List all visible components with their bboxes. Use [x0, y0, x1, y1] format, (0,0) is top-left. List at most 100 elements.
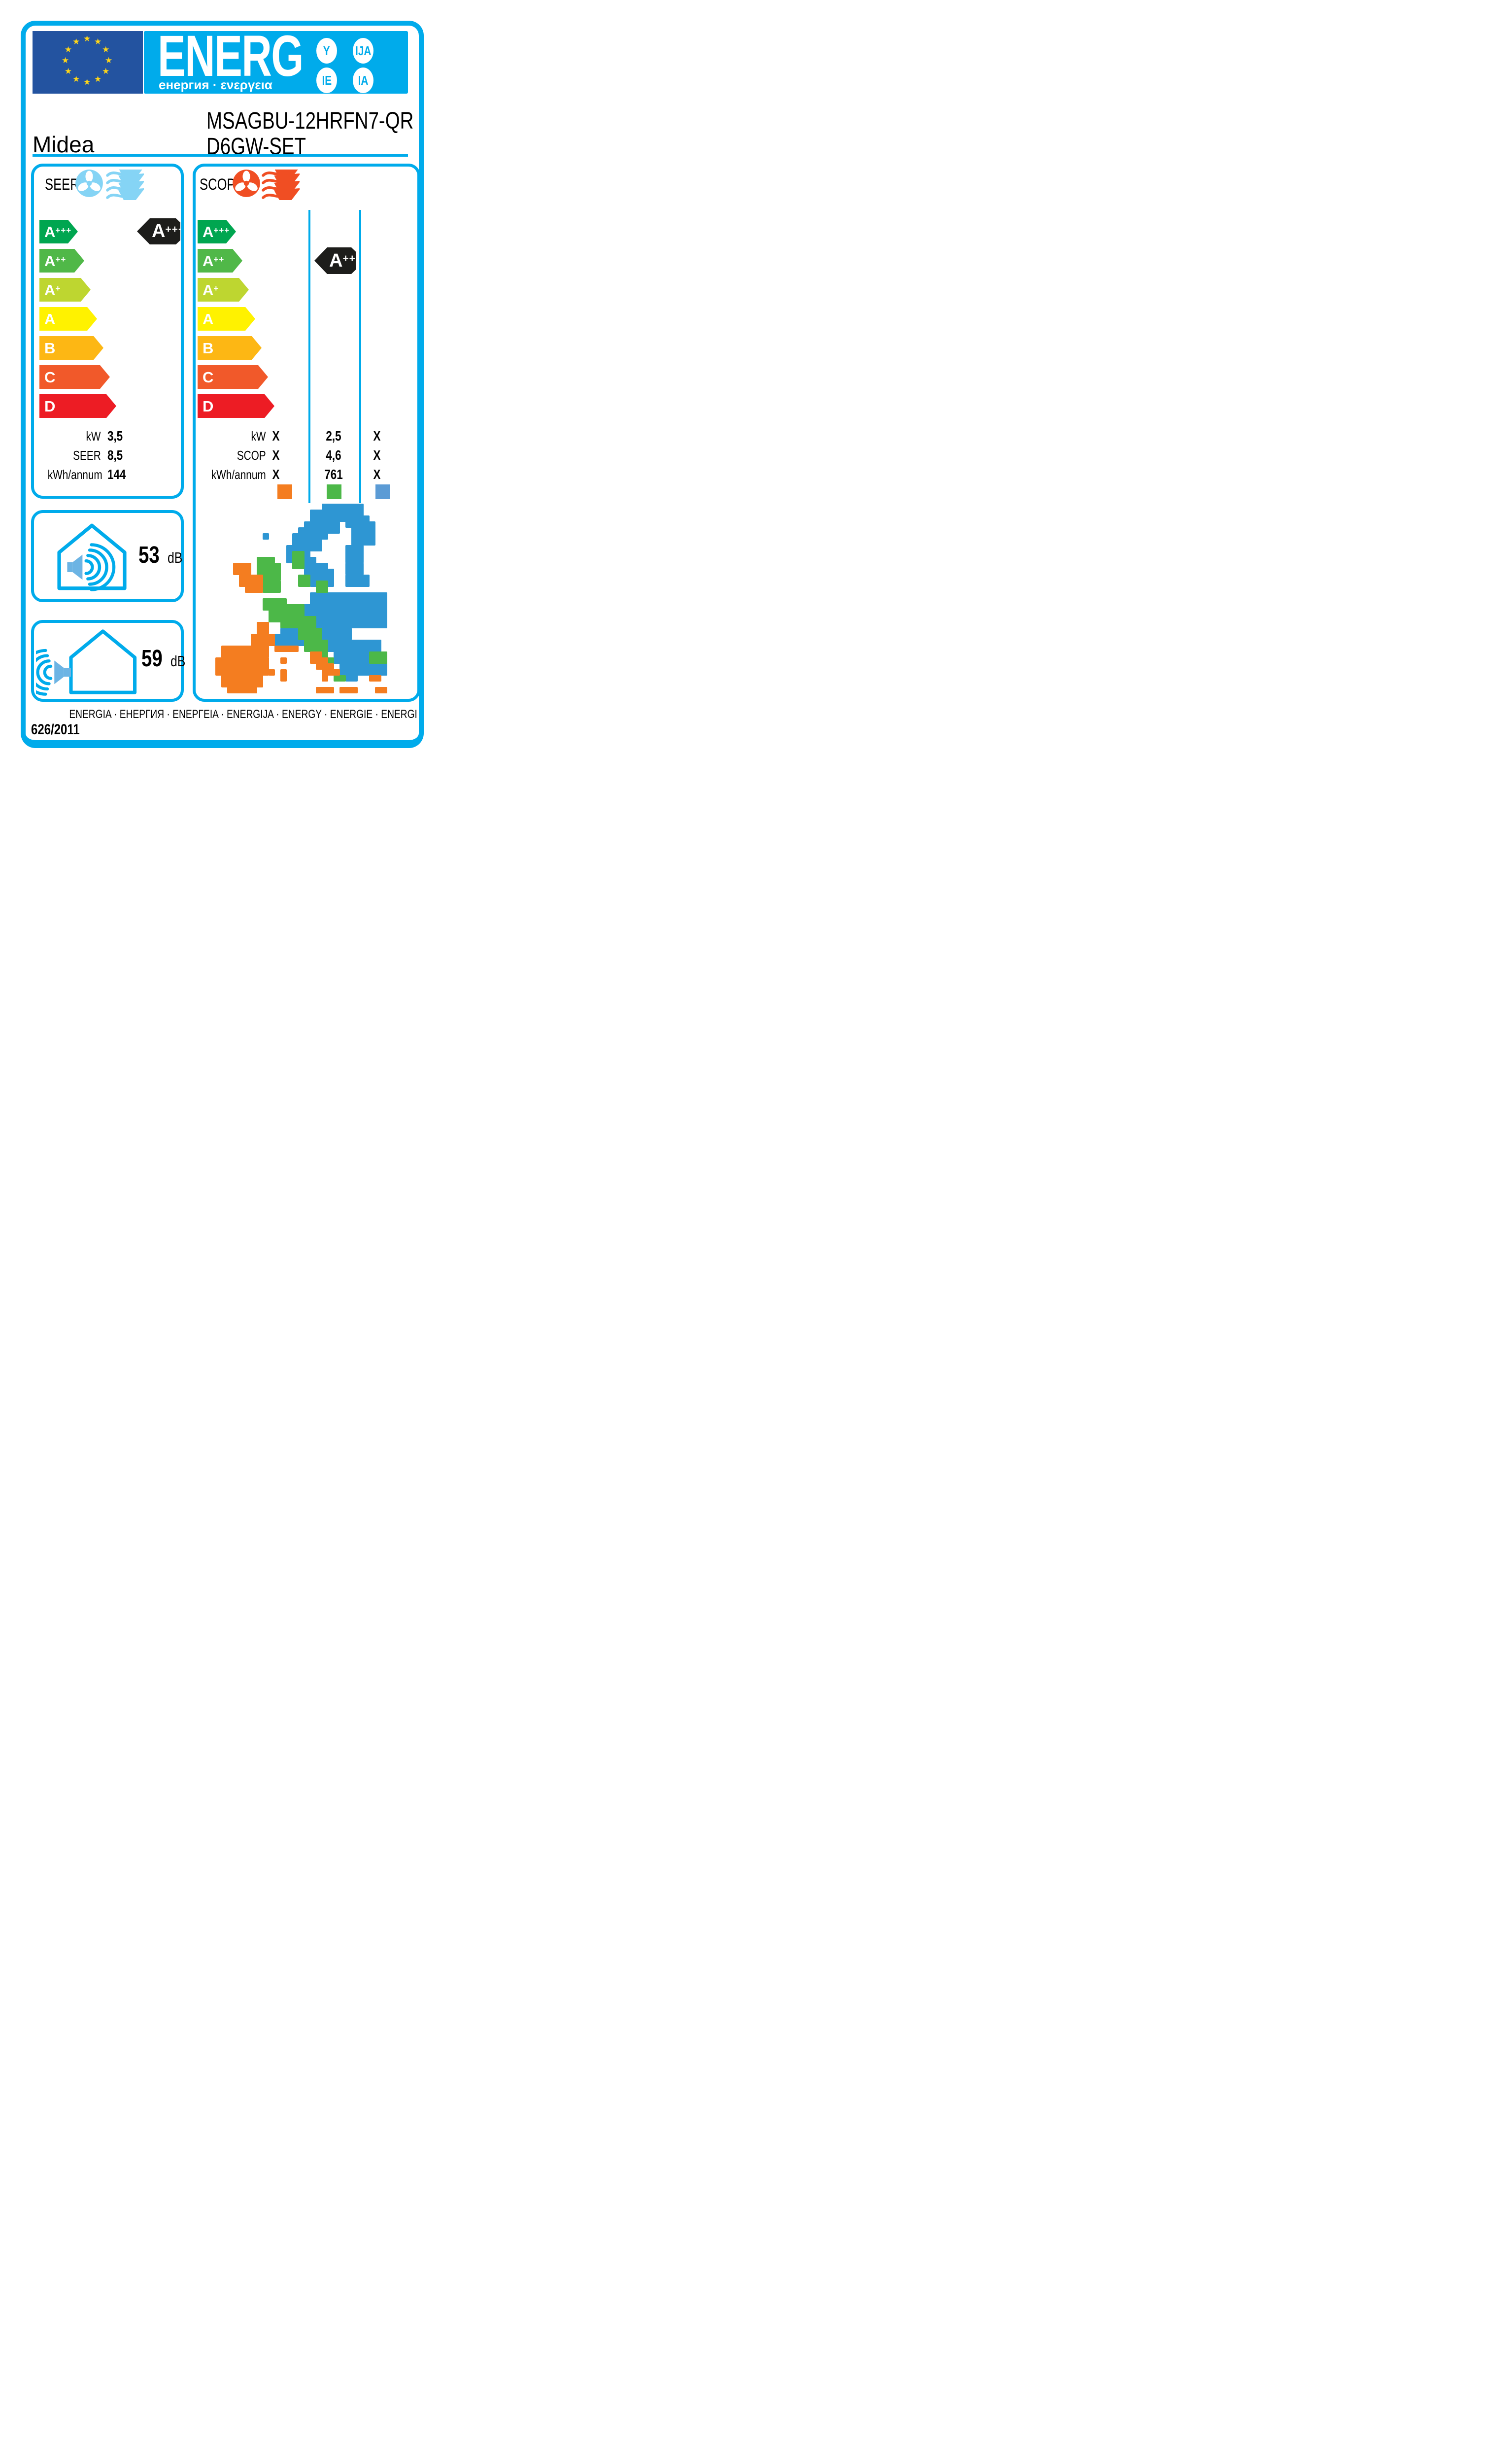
map-zone-warmer — [274, 646, 299, 652]
rating-arrow-A+: A+ — [198, 278, 249, 302]
map-zone-warmer — [239, 575, 263, 587]
eu-star-icon: ★ — [62, 56, 69, 66]
rating-arrow-D: D — [39, 394, 116, 418]
warm-air-waves-icon — [262, 170, 300, 200]
climate-column-divider — [359, 210, 361, 503]
energ-logo-subtitle: енергия · ενεργεια — [159, 77, 272, 92]
map-zone-colder — [345, 545, 364, 563]
rating-arrow-D: D — [198, 394, 274, 418]
eu-star-icon: ★ — [64, 45, 72, 55]
scop-row-value: 761 — [324, 467, 343, 482]
indoor-noise-value: 53 dB — [138, 542, 183, 568]
rating-arrow-B: B — [39, 336, 103, 360]
rating-arrow-C: C — [39, 365, 110, 389]
scop-row-label: SCOP — [237, 448, 266, 463]
model-line-1: MSAGBU-12HRFN7-QR — [206, 108, 414, 134]
eu-star-icon: ★ — [102, 45, 110, 55]
map-zone-warmer — [233, 563, 251, 575]
rating-arrow-C: C — [198, 365, 268, 389]
outdoor-noise-panel: 59 dB — [31, 620, 186, 702]
scop-row-value: X — [272, 428, 280, 444]
climate-legend-square — [327, 484, 341, 499]
language-suffix-badge: IE — [316, 68, 337, 93]
rating-arrow-A+++: A+++ — [39, 220, 78, 243]
outdoor-noise-value: 59 dB — [141, 646, 186, 672]
rating-arrow-A+: A+ — [39, 278, 91, 302]
map-zone-warmer — [322, 675, 328, 682]
map-zone-colder — [357, 663, 387, 676]
scop-row-label: kW — [251, 429, 266, 444]
scop-panel: SCOP A+++ A++ A+ A B C D A++ kW X 2,5 X SCOP — [193, 164, 420, 702]
map-zone-warmer — [221, 675, 263, 687]
map-zone-colder — [351, 521, 375, 546]
fan-icon — [233, 170, 260, 197]
eu-star-icon: ★ — [72, 36, 80, 47]
seer-row-label: kW — [86, 429, 101, 444]
eu-star-icon: ★ — [83, 34, 91, 44]
map-zone-warmer — [227, 687, 257, 693]
scop-row-value: X — [272, 467, 280, 482]
map-zone-average — [304, 640, 328, 652]
eu-star-icon: ★ — [102, 67, 110, 76]
eu-star-icon: ★ — [105, 56, 113, 66]
scop-title: SCOP — [200, 175, 236, 193]
scop-row-value: X — [373, 428, 381, 444]
language-suffix-badge: IJA — [353, 38, 373, 64]
rating-arrow-B: B — [198, 336, 262, 360]
outdoor-noise-icon — [36, 629, 137, 696]
header-divider — [33, 154, 408, 157]
rating-arrow-A+++: A+++ — [198, 220, 236, 243]
indoor-noise-icon — [57, 523, 127, 591]
scop-row-label: kWh/annum — [211, 467, 266, 482]
eu-star-icon: ★ — [83, 77, 91, 87]
language-suffix-badge: IA — [353, 68, 373, 93]
map-zone-warmer — [280, 669, 287, 682]
rating-arrow-A++: A++ — [39, 249, 84, 273]
seer-panel: SEER A+++ A++ A+ A B C D A+++ kW 3,5 SEER 8,5 kWh/… — [31, 164, 184, 499]
scop-row-value: X — [272, 447, 280, 463]
footer-languages: ENERGIA · ЕНЕРГИЯ · ENEPΓEIA · ENERGIJA … — [69, 708, 417, 721]
regulation-number: 626/2011 — [31, 721, 80, 738]
map-zone-warmer — [369, 675, 381, 682]
rating-arrow-A++: A++ — [198, 249, 242, 273]
rating-arrow-A: A — [198, 307, 255, 331]
map-zone-warmer — [316, 687, 334, 693]
map-zone-warmer — [328, 669, 340, 676]
map-zone-average — [369, 651, 387, 664]
rating-arrow-A: A — [39, 307, 97, 331]
energ-logo: ENERG — [158, 24, 304, 89]
seer-row-value: 144 — [107, 467, 126, 482]
map-zone-warmer — [269, 669, 275, 676]
climate-legend-square — [277, 484, 292, 499]
scop-row-value: X — [373, 447, 381, 463]
model-name: MSAGBU-12HRFN7-QR D6GW-SET — [206, 108, 413, 160]
eu-star-icon: ★ — [94, 36, 102, 47]
map-zone-colder — [345, 669, 358, 682]
scop-rating-badge: A++ — [314, 247, 356, 274]
map-zone-colder — [345, 563, 364, 575]
map-zone-colder — [345, 575, 370, 587]
map-zone-average — [334, 675, 346, 682]
map-zone-colder — [263, 533, 269, 540]
fan-icon — [75, 170, 103, 197]
eu-star-icon: ★ — [94, 74, 102, 85]
indoor-noise-panel: 53 dB — [31, 510, 184, 602]
map-zone-warmer — [280, 657, 287, 664]
map-zone-warmer — [339, 687, 358, 693]
map-zone-warmer — [375, 687, 387, 693]
brand-name: Midea — [33, 132, 95, 157]
cool-air-waves-icon — [106, 170, 144, 200]
map-zone-average — [298, 628, 322, 640]
seer-row-label: SEER — [73, 448, 101, 463]
energ-header: ENERG енергия · ενεργεια Y IJA IE IA — [144, 27, 408, 94]
map-zone-warmer — [257, 622, 269, 634]
climate-legend-square — [375, 484, 390, 499]
scop-row-value: 2,5 — [326, 428, 341, 444]
eu-star-icon: ★ — [72, 74, 80, 85]
climate-column-divider — [308, 210, 310, 503]
seer-row-label: kWh/annum — [47, 467, 102, 482]
map-zone-average — [298, 575, 310, 587]
map-zone-average — [280, 616, 316, 628]
eu-flag-icon: ★ ★ ★ ★ ★ ★ ★ ★ ★ ★ ★ ★ — [33, 31, 143, 94]
